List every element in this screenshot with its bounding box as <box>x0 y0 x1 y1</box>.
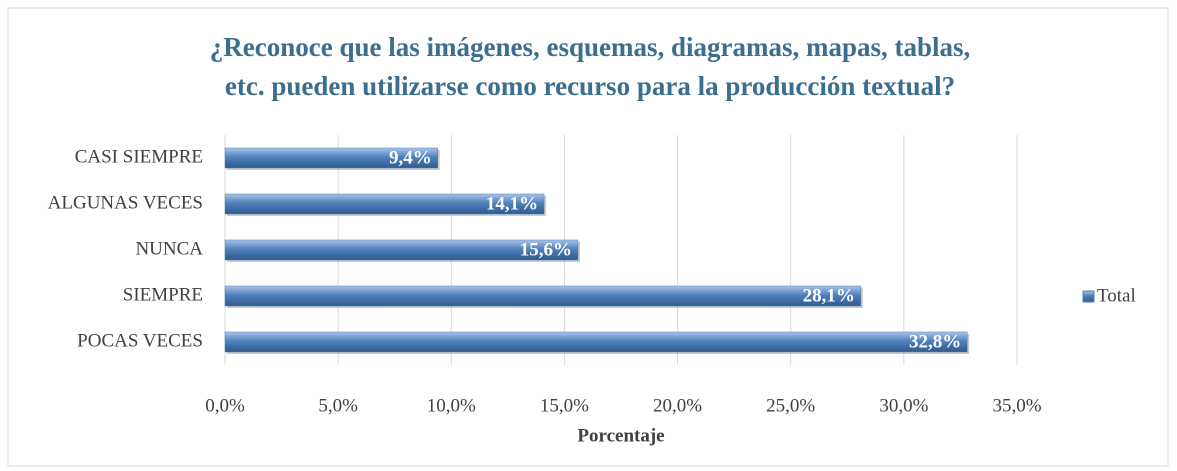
value-label: 15,6% <box>520 239 572 260</box>
x-tick-label: 35,0% <box>992 395 1041 416</box>
x-tick-label: 15,0% <box>540 395 589 416</box>
x-tick-label: 0,0% <box>205 395 245 416</box>
y-tick-label: SIEMPRE <box>123 284 203 305</box>
x-axis-title: Porcentaje <box>577 425 664 446</box>
chart-frame <box>7 7 1169 467</box>
x-tick-label: 5,0% <box>318 395 358 416</box>
value-label: 9,4% <box>389 147 432 168</box>
value-label: 32,8% <box>909 331 961 352</box>
bar <box>224 285 862 307</box>
chart-title: ¿Reconoce que las imágenes, esquemas, di… <box>210 32 971 62</box>
chart-title: etc. pueden utilizarse como recurso para… <box>225 71 955 101</box>
bar <box>224 147 438 169</box>
y-tick-label: ALGUNAS VECES <box>48 192 203 213</box>
legend-label: Total <box>1097 285 1136 306</box>
y-tick-label: NUNCA <box>135 238 203 259</box>
bar <box>224 239 579 261</box>
x-tick-label: 30,0% <box>879 395 928 416</box>
y-tick-label: POCAS VECES <box>77 330 203 351</box>
x-tick-label: 10,0% <box>427 395 476 416</box>
x-tick-label: 25,0% <box>766 395 815 416</box>
value-label: 14,1% <box>486 193 538 214</box>
x-tick-label: 20,0% <box>653 395 702 416</box>
legend-swatch <box>1082 290 1095 303</box>
bar <box>224 193 545 215</box>
y-tick-label: CASI SIEMPRE <box>75 146 203 167</box>
value-label: 28,1% <box>803 285 855 306</box>
bar <box>224 331 968 353</box>
